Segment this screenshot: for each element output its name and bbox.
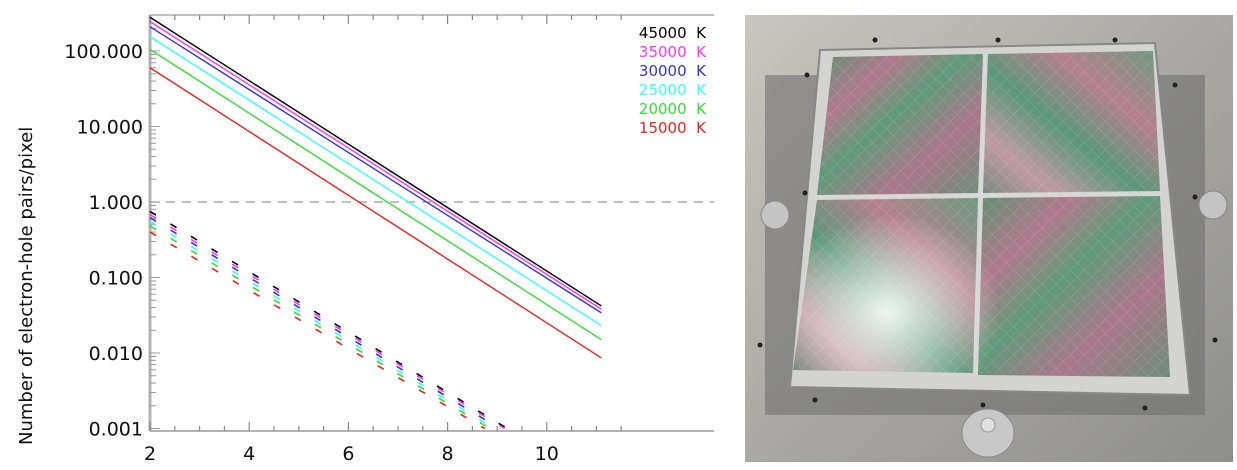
legend-entry: 45000 K [639, 24, 707, 42]
x-tick-label: 10 [535, 443, 559, 465]
series-line [149, 21, 602, 310]
series-line [149, 36, 602, 327]
y-tick-label: 100.000 [64, 41, 143, 63]
y-tick-label: 10.000 [77, 117, 143, 139]
series-line [149, 48, 602, 341]
y-tick-label: 0.010 [89, 343, 143, 365]
legend-entry: 25000 K [639, 81, 707, 99]
x-axis-tick-labels: 2 4 6 8 10 [144, 443, 559, 465]
legend-entry: 20000 K [639, 100, 707, 118]
axes [148, 14, 714, 432]
series-line [149, 67, 602, 359]
y-axis-tick-labels: 100.000 10.000 1.000 0.100 0.010 0.001 [64, 41, 143, 441]
series-line [149, 213, 506, 430]
legend-entry: 30000 K [639, 62, 707, 80]
y-tick-label: 0.100 [89, 268, 143, 290]
series-line [149, 231, 486, 430]
x-tick-label: 6 [342, 443, 354, 465]
x-axis-ticks [149, 15, 622, 431]
series-line [149, 216, 501, 430]
detector-photo [745, 15, 1233, 462]
series-line [149, 16, 602, 307]
series-line [149, 26, 602, 314]
y-tick-label: 1.000 [89, 192, 143, 214]
chart-panel: 2 4 6 8 10 100.000 10.000 1.000 0.100 0.010 0.001… [16, 14, 714, 465]
x-tick-label: 4 [243, 443, 255, 465]
series-line [149, 225, 491, 430]
y-axis-label: Number of electron-hole pairs/pixel [16, 127, 37, 445]
series-line [149, 220, 496, 430]
legend-entry: 35000 K [639, 43, 707, 61]
x-tick-label: 2 [144, 443, 156, 465]
legend-entry: 15000 K [639, 119, 707, 137]
x-tick-label: 8 [442, 443, 454, 465]
series-layer [149, 16, 602, 430]
y-tick-label: 0.001 [89, 419, 143, 441]
line-chart: 2 4 6 8 10 100.000 10.000 1.000 0.100 0.010 0.001… [16, 14, 714, 465]
